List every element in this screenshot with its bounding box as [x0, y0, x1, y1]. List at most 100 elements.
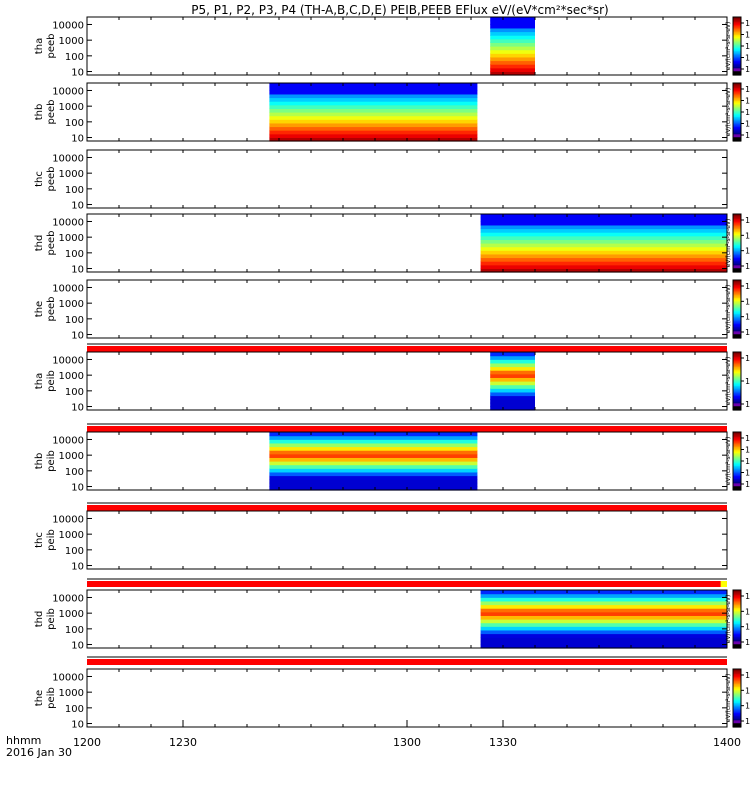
- colorbar-step: [733, 253, 741, 256]
- colorbar-step: [733, 677, 741, 680]
- colorbar-step: [733, 617, 741, 620]
- colorbar-step: [733, 93, 741, 96]
- colorbar-step: [733, 396, 741, 399]
- colorbar-step: [733, 721, 741, 724]
- spectrogram-band: [480, 597, 727, 602]
- colorbar-step: [733, 484, 741, 487]
- spectrogram-band: [480, 228, 727, 233]
- flag-bar-6: [87, 502, 727, 511]
- panel-label-tha-peeb: tha peeb: [34, 34, 57, 59]
- colorbar-step: [733, 311, 741, 314]
- spectrogram-band: [490, 24, 535, 29]
- colorbar-tick-label: 10⁶: [745, 231, 750, 240]
- y-tick-label: 100: [65, 387, 84, 398]
- colorbar-step: [733, 679, 741, 682]
- colorbar-step: [733, 370, 741, 373]
- panel-label-thc-peib: thc peib: [34, 529, 57, 551]
- colorbar-step: [733, 247, 741, 250]
- spectrogram-band: [269, 442, 478, 448]
- spectrogram-band: [490, 67, 535, 72]
- colorbar-label: eV/(cm²-s-sr-eV): [725, 219, 732, 268]
- y-tick-label: 100: [65, 704, 84, 715]
- spectrogram-band: [269, 453, 478, 458]
- colorbar-step: [733, 256, 741, 259]
- x-tick-label: 1400: [713, 736, 741, 749]
- colorbar-step: [733, 110, 741, 113]
- colorbar-step: [733, 285, 741, 288]
- panel-label-line1: tha: [34, 38, 45, 54]
- colorbar-step: [733, 120, 741, 123]
- colorbar-tick-label: 10⁷: [745, 97, 750, 106]
- colorbar-step: [733, 724, 741, 727]
- colorbar-step: [733, 227, 741, 230]
- colorbar-step: [733, 712, 741, 715]
- colorbar-step: [733, 674, 741, 677]
- colorbar-tick-label: 10⁵: [745, 457, 750, 466]
- spectrogram-band: [269, 435, 478, 440]
- colorbar-step: [733, 35, 741, 38]
- colorbar-step: [733, 306, 741, 309]
- panel-label-the-peeb: the peeb: [34, 297, 57, 322]
- colorbar-step: [733, 245, 741, 248]
- colorbar-step: [733, 298, 741, 301]
- y-tick-label: 100: [65, 52, 84, 63]
- colorbar-frame: [732, 668, 742, 728]
- colorbar-step: [733, 301, 741, 304]
- panel-label-line1: the: [34, 690, 45, 706]
- colorbar-step: [733, 463, 741, 466]
- colorbar-step: [733, 228, 741, 231]
- colorbar-step: [733, 103, 741, 106]
- colorbar-step: [733, 669, 741, 672]
- colorbar-frame: [732, 589, 742, 649]
- colorbar-step: [733, 607, 741, 610]
- colorbar-step: [733, 389, 741, 392]
- colorbar-tick-label: 10³: [745, 480, 750, 489]
- colorbar-step: [733, 234, 741, 237]
- colorbar-step: [733, 90, 741, 93]
- colorbar-label: eV/(cm²-s-sr-eV): [725, 595, 732, 644]
- colorbar-step: [733, 619, 741, 622]
- colorbar-step: [733, 257, 741, 260]
- spectrogram-tha-peeb: [490, 17, 535, 76]
- flag-segment: [87, 426, 727, 432]
- colorbar-step: [733, 44, 741, 47]
- panel-label-line1: thb: [34, 453, 45, 470]
- spectrogram-band: [490, 31, 535, 36]
- colorbar-step: [733, 692, 741, 695]
- colorbar-step: [733, 329, 741, 332]
- colorbar-step: [733, 481, 741, 484]
- y-tick-label: 10: [71, 265, 84, 276]
- spectrogram-band: [480, 615, 727, 620]
- y-tick-label: 100: [65, 625, 84, 636]
- colorbar-step: [733, 624, 741, 627]
- colorbar-step: [733, 363, 741, 366]
- panel-label-line1: thc: [34, 532, 45, 548]
- colorbar-step: [733, 356, 741, 359]
- panel-frame: [86, 149, 728, 209]
- colorbar-step: [733, 114, 741, 117]
- colorbar-step: [733, 478, 741, 481]
- colorbar-step: [733, 700, 741, 703]
- colorbar-step: [733, 383, 741, 386]
- colorbar-step: [733, 237, 741, 240]
- colorbar-step: [733, 597, 741, 600]
- colorbar-step: [733, 640, 741, 643]
- spectrogram-band: [480, 250, 727, 255]
- spectrogram-band: [480, 239, 727, 244]
- spectrogram-band: [490, 64, 535, 69]
- colorbar-step: [733, 437, 741, 440]
- spectrogram-band: [480, 257, 727, 262]
- colorbar-step: [733, 122, 741, 125]
- panel-thc-peeb: 10 100 1000 10000 thc peeb: [34, 149, 728, 212]
- colorbar-step: [733, 101, 741, 104]
- colorbar-tick-label: 10⁷: [745, 282, 750, 291]
- colorbar-step: [733, 461, 741, 464]
- y-tick-label: 10: [71, 134, 84, 145]
- colorbar-step: [733, 218, 741, 221]
- colorbar-step: [733, 386, 741, 389]
- x-footer-date: 2016 Jan 30: [6, 746, 72, 759]
- colorbar-step: [733, 300, 741, 303]
- colorbar-step: [733, 391, 741, 394]
